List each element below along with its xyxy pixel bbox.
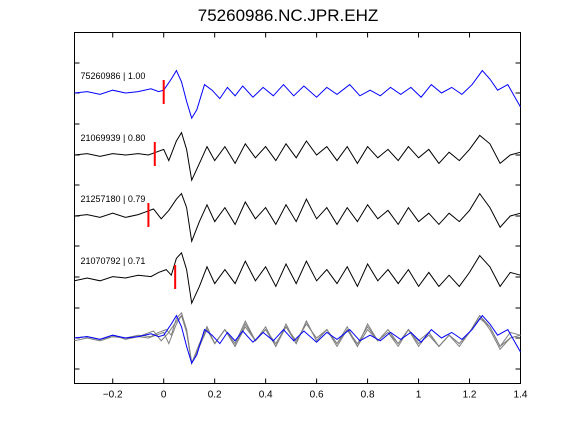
chart-title: 75260986.NC.JPR.EHZ [197, 6, 379, 25]
x-tick-label: 1.2 [463, 390, 477, 401]
overlay-group [74, 311, 521, 366]
trace-label: 21257180 | 0.79 [81, 194, 146, 204]
trace-line [74, 192, 521, 244]
trace-label: 21070792 | 0.71 [81, 256, 146, 266]
x-tick-label: 0 [161, 390, 167, 401]
trace-line [74, 131, 521, 182]
x-tick-label: 0.2 [208, 390, 222, 401]
trace-group: 75260986 | 1.00 21069939 | 0.80 21257180 |… [74, 69, 521, 305]
overlay-trace [74, 311, 521, 365]
x-tick-label: 0.4 [259, 390, 273, 401]
trace-label: 21069939 | 0.80 [81, 133, 146, 143]
plot-frame [74, 32, 521, 384]
overlay-master-trace [74, 314, 521, 365]
x-tick-label: 0.8 [361, 390, 375, 401]
trace-label: 75260986 | 1.00 [81, 71, 146, 81]
trace-line [74, 251, 521, 305]
x-tick-label: 1.4 [514, 390, 528, 401]
x-tick-label: 0.6 [310, 390, 324, 401]
x-axis: −0.2 0 0.2 0.4 0.6 0.8 1 1.2 1.4 [103, 32, 528, 401]
x-tick-label: −0.2 [103, 390, 123, 401]
x-tick-label: 1 [416, 390, 422, 401]
